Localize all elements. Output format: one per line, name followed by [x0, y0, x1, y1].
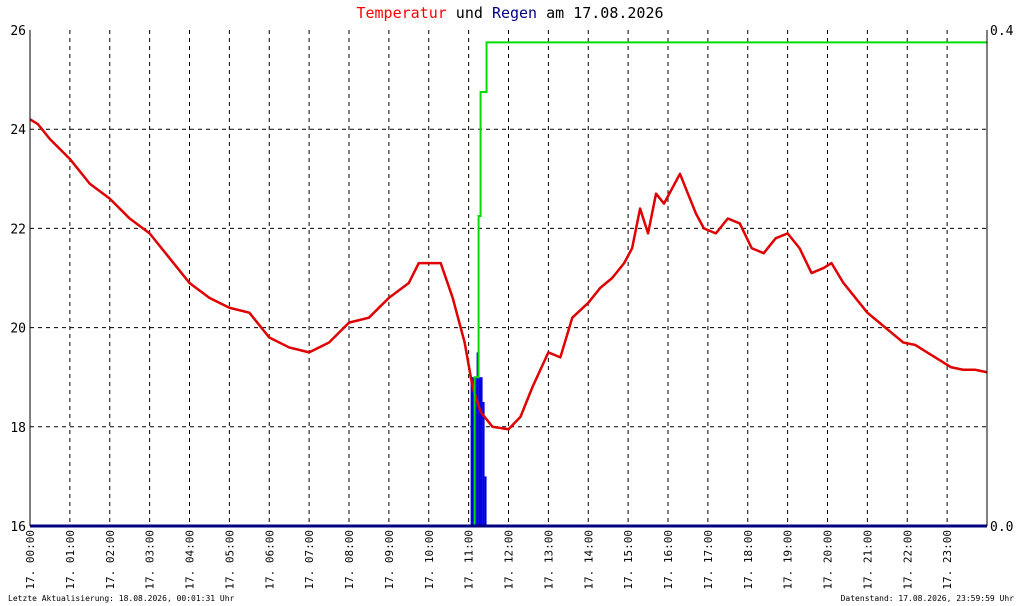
title-temperature: Temperatur [356, 4, 446, 22]
x-tick-label: 17. 03:00 [144, 530, 157, 590]
x-tick-label: 17. 14:00 [582, 530, 595, 590]
rain-sum-line [468, 41, 987, 527]
x-tick-label: 17. 23:00 [941, 530, 954, 590]
y-tick-label-right: 0.0 [990, 520, 1013, 535]
series-lines [29, 41, 988, 528]
x-tick-label: 17. 13:00 [542, 530, 555, 590]
x-tick-label: 17. 07:00 [303, 530, 316, 590]
y-tick-label-left: 16 [10, 520, 26, 535]
y-tick-label-left: 22 [10, 222, 26, 237]
grid [30, 30, 987, 526]
rain-bar [476, 352, 479, 526]
title-date: am 17.08.2026 [537, 4, 663, 22]
x-tick-label: 17. 20:00 [822, 530, 835, 590]
temperature-line [29, 118, 988, 431]
y-tick-label-left: 26 [10, 24, 26, 39]
x-tick-label: 17. 21:00 [861, 530, 874, 590]
plot-frame [29, 30, 988, 526]
y-tick-label-left: 18 [10, 421, 26, 436]
x-tick-label: 17. 10:00 [423, 530, 436, 590]
title-und: und [447, 4, 492, 22]
x-tick-label: 17. 09:00 [383, 530, 396, 590]
x-tick-label: 17. 22:00 [901, 530, 914, 590]
rain-bars [470, 352, 487, 526]
x-tick-label: 17. 19:00 [782, 530, 795, 590]
footer-data-status: Datenstand: 17.08.2026, 23:59:59 Uhr [841, 594, 1015, 603]
y-tick-label-left: 24 [10, 123, 26, 138]
rain-bar [484, 476, 487, 526]
title-rain: Regen [492, 4, 537, 22]
x-tick-label: 17. 00:00 [24, 530, 37, 590]
x-tick-label: 17. 05:00 [223, 530, 236, 590]
x-tick-label: 17. 11:00 [463, 530, 476, 590]
x-tick-label: 17. 06:00 [263, 530, 276, 590]
x-tick-label: 17. 17:00 [702, 530, 715, 590]
chart-title: Temperatur und Regen am 17.08.2026 [356, 4, 663, 22]
footer-last-update: Letzte Aktualisierung: 18.08.2026, 00:01… [8, 594, 235, 603]
y-tick-label-right: 0.4 [990, 24, 1014, 39]
x-tick-labels: 17. 00:00 17. 01:00 17. 02:00 17. 03:00 17. … [24, 530, 954, 590]
x-tick-label: 17. 02:00 [104, 530, 117, 590]
x-tick-label: 17. 08:00 [343, 530, 356, 590]
y-tick-label-left: 20 [10, 322, 26, 337]
rain-bar [482, 402, 485, 526]
x-tick-label: 17. 18:00 [742, 530, 755, 590]
x-tick-label: 17. 16:00 [662, 530, 675, 590]
rain-bar [478, 377, 483, 526]
x-tick-label: 17. 12:00 [503, 530, 516, 590]
y-tick-labels: 16 18 20 22 24 26 0.0 0.4 [10, 24, 1013, 535]
x-tick-label: 17. 01:00 [64, 530, 77, 590]
x-tick-label: 17. 04:00 [184, 530, 197, 590]
x-tick-label: 17. 15:00 [622, 530, 635, 590]
